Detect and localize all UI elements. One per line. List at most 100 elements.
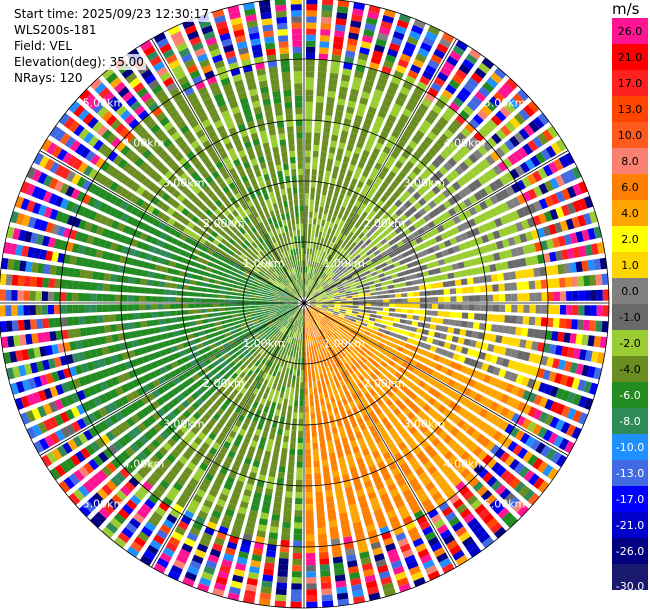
velocity-gate [431, 411, 441, 421]
velocity-gate [490, 114, 502, 126]
velocity-gate [277, 315, 284, 320]
velocity-gate [354, 254, 361, 261]
velocity-gate [176, 476, 187, 487]
velocity-gate [378, 426, 387, 435]
velocity-gate [339, 292, 346, 296]
velocity-gate [107, 230, 116, 240]
velocity-gate [505, 212, 515, 223]
velocity-gate [133, 348, 142, 357]
velocity-gate [353, 172, 361, 180]
velocity-gate [318, 329, 323, 336]
velocity-gate [553, 158, 564, 171]
velocity-gate [102, 294, 109, 302]
velocity-gate [367, 106, 377, 115]
velocity-gate [292, 299, 299, 302]
velocity-gate [360, 243, 367, 250]
velocity-gate [455, 526, 468, 538]
velocity-gate [305, 168, 310, 175]
velocity-gate [270, 286, 277, 291]
velocity-gate [517, 89, 529, 102]
velocity-gate [304, 290, 306, 297]
velocity-gate [418, 399, 427, 409]
velocity-gate [281, 310, 288, 314]
velocity-gate [107, 366, 116, 376]
velocity-gate [316, 411, 322, 419]
velocity-gate [449, 544, 462, 556]
velocity-gate [261, 305, 268, 308]
velocity-gate [560, 421, 571, 434]
velocity-gate [510, 315, 518, 324]
velocity-gate [478, 275, 486, 284]
velocity-gate [399, 543, 412, 553]
velocity-gate [557, 235, 567, 247]
velocity-gate [360, 556, 372, 566]
velocity-gate [77, 161, 88, 174]
velocity-gate [401, 237, 410, 245]
velocity-gate [519, 257, 527, 267]
velocity-gate [316, 304, 323, 306]
velocity-gate [33, 347, 41, 358]
velocity-gate [284, 342, 289, 349]
velocity-gate [377, 234, 385, 241]
velocity-gate [575, 363, 584, 375]
velocity-gate [439, 133, 450, 144]
velocity-gate [341, 74, 351, 82]
velocity-gate [122, 372, 131, 381]
velocity-gate [332, 42, 343, 50]
velocity-gate [248, 325, 255, 331]
velocity-gate [115, 171, 126, 182]
velocity-gate [340, 249, 346, 256]
velocity-gate [369, 388, 377, 397]
velocity-gate [441, 32, 455, 43]
velocity-gate [57, 343, 65, 354]
velocity-gate [325, 365, 330, 373]
velocity-gate [360, 468, 369, 477]
velocity-gate [267, 297, 274, 300]
velocity-gate [97, 488, 109, 500]
velocity-gate [154, 450, 164, 461]
velocity-gate [315, 256, 319, 263]
velocity-gate [274, 321, 281, 326]
velocity-gate [364, 238, 372, 246]
velocity-gate [305, 546, 316, 554]
velocity-gate [338, 425, 345, 433]
velocity-gate [55, 265, 63, 276]
velocity-gate [60, 317, 68, 327]
velocity-gate [422, 559, 435, 570]
velocity-gate [291, 589, 302, 596]
velocity-gate [171, 433, 181, 443]
velocity-gate [95, 370, 105, 381]
velocity-gate [162, 458, 173, 468]
velocity-gate [37, 332, 45, 343]
velocity-gate [47, 237, 56, 248]
velocity-gate [196, 275, 204, 281]
velocity-gate [511, 182, 521, 194]
velocity-gate [427, 246, 435, 254]
velocity-gate [280, 539, 290, 547]
velocity-gate [356, 342, 363, 349]
velocity-gate [540, 445, 552, 458]
velocity-gate [298, 308, 302, 315]
velocity-gate [208, 432, 217, 441]
velocity-gate [514, 481, 526, 494]
velocity-gate [126, 546, 140, 558]
velocity-gate [427, 433, 437, 443]
velocity-gate [316, 503, 325, 510]
velocity-gate [447, 411, 457, 421]
velocity-gate [63, 477, 75, 490]
velocity-gate [349, 387, 356, 395]
velocity-gate [300, 308, 303, 315]
velocity-gate [509, 477, 521, 490]
velocity-gate [489, 194, 499, 205]
velocity-gate [363, 353, 370, 360]
velocity-gate [76, 418, 87, 430]
velocity-gate [125, 191, 135, 201]
velocity-gate [178, 548, 191, 559]
velocity-gate [82, 415, 92, 427]
velocity-gate [325, 339, 331, 346]
velocity-gate [222, 441, 231, 450]
velocity-gate [465, 330, 473, 338]
velocity-gate [340, 266, 347, 272]
velocity-gate [115, 386, 124, 396]
velocity-gate [224, 307, 232, 311]
